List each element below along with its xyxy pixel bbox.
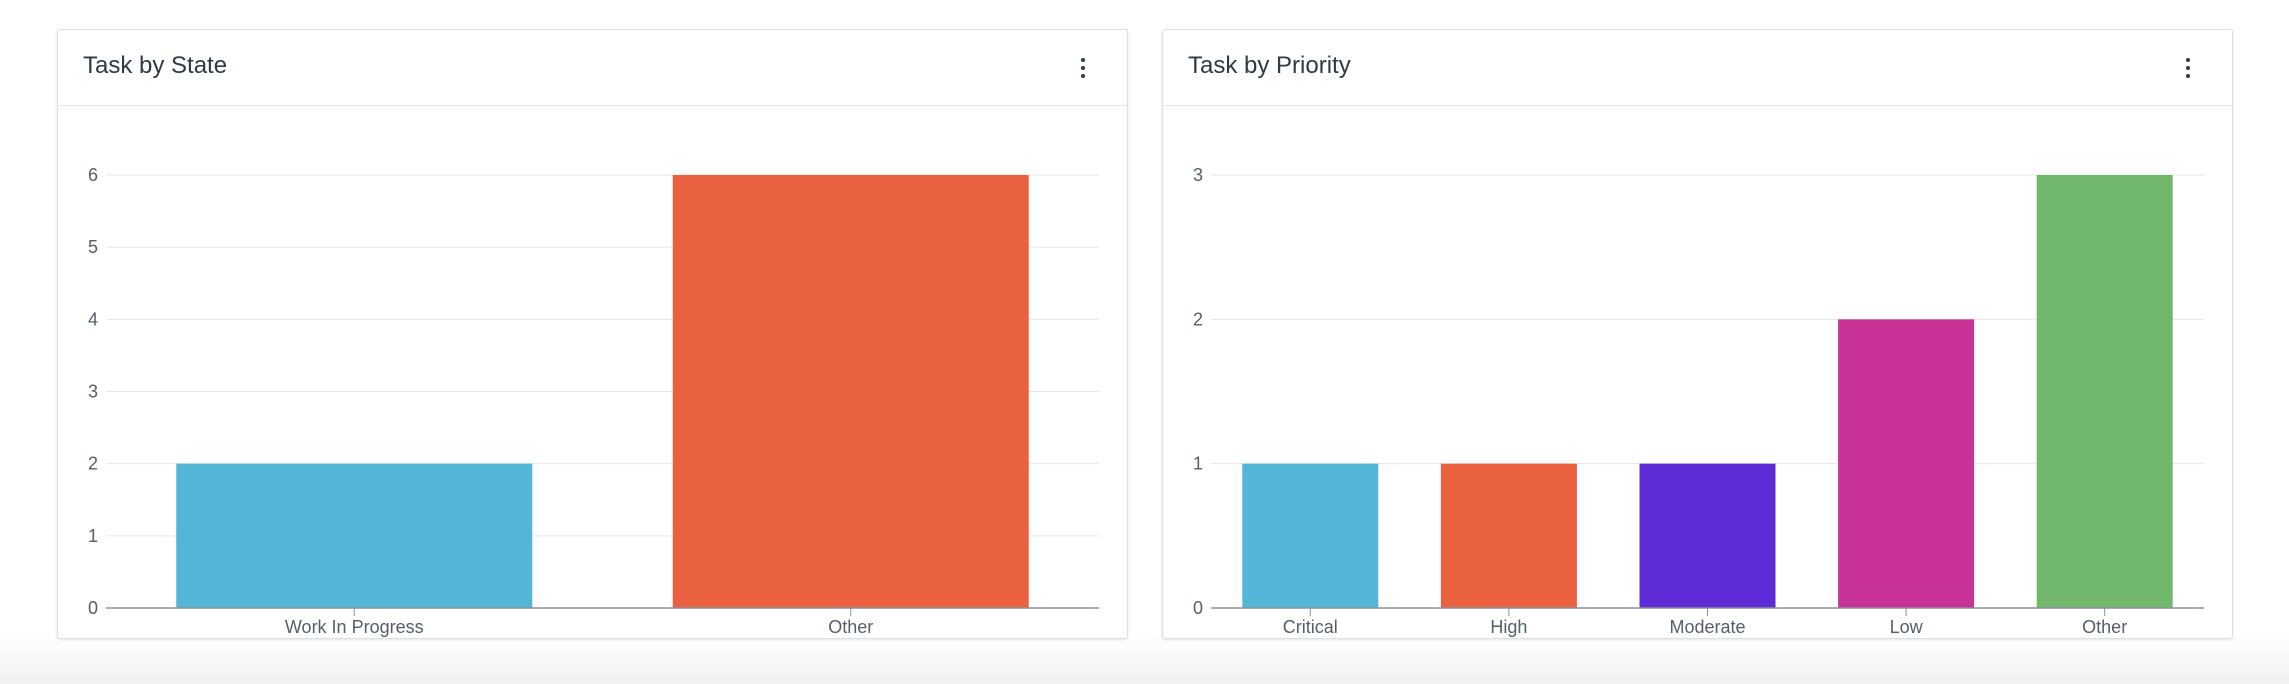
x-tick-label: High (1490, 617, 1527, 637)
y-tick-label: 4 (88, 309, 98, 329)
y-tick-label: 2 (1193, 309, 1203, 329)
y-tick-label: 6 (88, 165, 98, 185)
more-vertical-icon[interactable] (1077, 58, 1089, 80)
card-title: Task by Priority (1188, 52, 1351, 79)
y-tick-label: 5 (88, 237, 98, 257)
y-tick-label: 0 (88, 598, 98, 618)
y-tick-label: 1 (1193, 454, 1203, 474)
bar-work-in-progress[interactable] (176, 463, 533, 608)
y-tick-label: 0 (1193, 598, 1203, 618)
task-by-priority-chart: 0 1 2 3 Critical High Moderate Low Other (1193, 165, 2204, 637)
bar-other[interactable] (2036, 175, 2173, 608)
x-tick-label: Moderate (1669, 617, 1745, 637)
bar-low[interactable] (1838, 319, 1975, 608)
bar-other[interactable] (672, 175, 1029, 608)
x-tick-label: Low (1890, 617, 1924, 637)
task-by-priority-card: Task by Priority 0 1 2 3 Critical High Moderat… (1162, 29, 2233, 639)
card-header: Task by Priority (1163, 30, 2232, 106)
y-tick-label: 3 (88, 382, 98, 402)
more-vertical-icon[interactable] (2182, 58, 2194, 80)
bar-high[interactable] (1440, 463, 1577, 608)
bar-moderate[interactable] (1639, 463, 1776, 608)
y-tick-label: 3 (1193, 165, 1203, 185)
card-header: Task by State (58, 30, 1127, 106)
card-title: Task by State (83, 52, 228, 79)
bar-critical[interactable] (1242, 463, 1379, 608)
x-tick-label: Critical (1283, 617, 1338, 637)
task-by-state-card: Task by State 0 1 2 3 4 5 6 Work In Progress Oth… (57, 29, 1128, 639)
x-tick-label: Other (828, 617, 873, 637)
task-by-state-chart: 0 1 2 3 4 5 6 Work In Progress Other (88, 165, 1099, 637)
y-tick-label: 1 (88, 526, 98, 546)
x-tick-label: Work In Progress (285, 617, 424, 637)
x-tick-label: Other (2082, 617, 2127, 637)
y-tick-label: 2 (88, 454, 98, 474)
